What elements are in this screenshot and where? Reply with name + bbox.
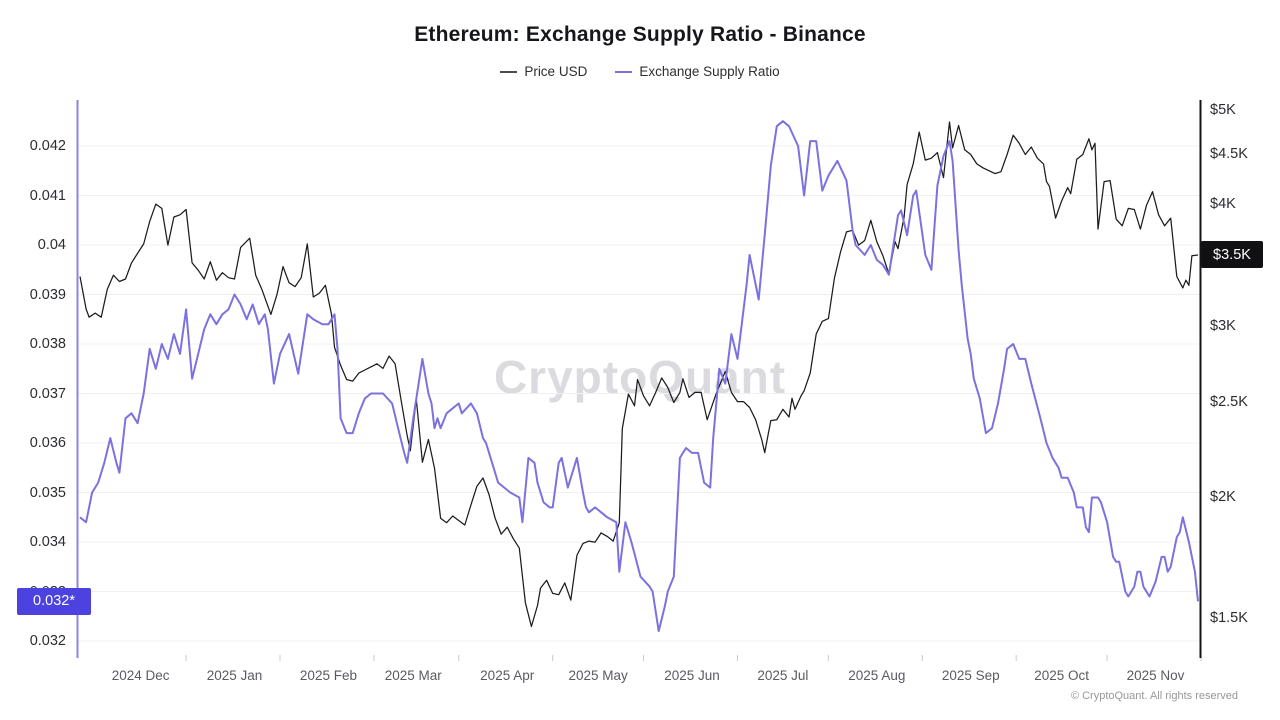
- left-axis-tick: 0.032: [29, 633, 66, 649]
- left-axis-tick: 0.039: [29, 286, 66, 303]
- right-axis-tick: $4.5K: [1210, 146, 1248, 163]
- left-axis-tick: 0.04: [37, 237, 66, 253]
- price-series-swatch: [500, 70, 518, 73]
- legend-item-price[interactable]: Price USD: [500, 64, 587, 79]
- x-axis-month-label: 2024 Dec: [111, 668, 170, 683]
- legend-item-ratio[interactable]: Exchange Supply Ratio: [615, 64, 780, 79]
- left-axis-tick: 0.036: [29, 435, 66, 451]
- x-axis-month-label: 2025 Oct: [1034, 668, 1090, 683]
- ratio-current-badge: 0.032*: [17, 587, 91, 615]
- price-current-badge: $3.5K: [1201, 241, 1263, 269]
- left-axis-tick: 0.035: [29, 484, 66, 501]
- left-axis-tick: 0.034: [29, 534, 66, 550]
- legend-label-ratio: Exchange Supply Ratio: [639, 64, 780, 79]
- x-axis-month-label: 2025 Sep: [941, 668, 1000, 683]
- legend-label-price: Price USD: [524, 64, 588, 79]
- left-axis-tick: 0.042: [29, 138, 66, 154]
- right-axis-tick: $2.5K: [1210, 394, 1248, 411]
- legend: Price USD Exchange Supply Ratio: [0, 64, 1280, 79]
- right-axis-tick: $1.5K: [1210, 609, 1248, 626]
- right-axis-tick: $4K: [1210, 196, 1236, 213]
- x-axis-month-label: 2025 Feb: [299, 668, 357, 683]
- ratio-series-swatch: [615, 70, 633, 73]
- copyright: © CryptoQuant. All rights reserved: [1070, 690, 1238, 702]
- right-axis-tick: $3K: [1210, 317, 1236, 334]
- x-axis-month-label: 2025 Aug: [848, 668, 906, 683]
- left-axis-tick: 0.041: [29, 187, 66, 204]
- right-axis-tick: $5K: [1210, 102, 1236, 118]
- right-axis-tick: $2K: [1210, 488, 1236, 505]
- x-axis-month-label: 2025 Mar: [384, 668, 442, 683]
- left-axis-tick: 0.038: [29, 336, 66, 352]
- x-axis-month-label: 2025 May: [568, 668, 628, 683]
- chart-title: Ethereum: Exchange Supply Ratio - Binanc…: [414, 23, 866, 46]
- watermark: CryptoQuant: [493, 351, 787, 403]
- x-axis-month-label: 2025 Jun: [664, 668, 720, 683]
- x-axis-month-label: 2025 Apr: [480, 668, 535, 683]
- x-axis-month-label: 2025 Jan: [206, 668, 263, 683]
- left-axis-tick: 0.037: [29, 385, 66, 402]
- ratio-line: [79, 120, 1199, 633]
- price-line: [79, 121, 1199, 628]
- x-axis-month-label: 2025 Nov: [1126, 668, 1185, 683]
- x-axis-month-label: 2025 Jul: [757, 668, 809, 683]
